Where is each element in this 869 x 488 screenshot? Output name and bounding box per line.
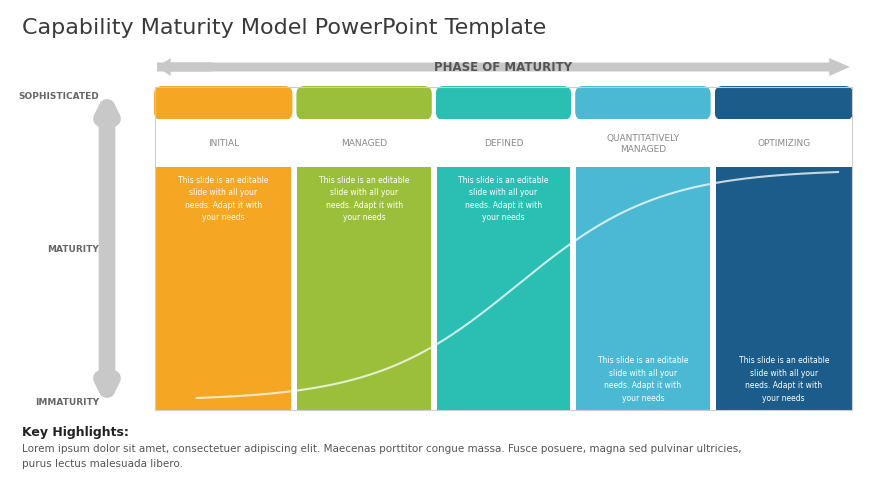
- FancyBboxPatch shape: [296, 87, 431, 121]
- Text: Lorem ipsum dolor sit amet, consectetuer adipiscing elit. Maecenas porttitor con: Lorem ipsum dolor sit amet, consectetuer…: [22, 443, 740, 468]
- Bar: [155, 88, 851, 410]
- Text: PHASE OF MATURITY: PHASE OF MATURITY: [434, 61, 572, 74]
- Bar: [715, 168, 851, 410]
- Bar: [297, 120, 430, 168]
- Text: This slide is an editable
slide with all your
needs. Adapt it with
your needs: This slide is an editable slide with all…: [458, 176, 548, 222]
- Text: Key Highlights:: Key Highlights:: [22, 425, 129, 438]
- Bar: [155, 120, 291, 168]
- FancyBboxPatch shape: [435, 87, 571, 121]
- Text: This slide is an editable
slide with all your
needs. Adapt it with
your needs: This slide is an editable slide with all…: [178, 176, 269, 222]
- Bar: [715, 120, 851, 168]
- Text: This slide is an editable
slide with all your
needs. Adapt it with
your needs: This slide is an editable slide with all…: [597, 356, 687, 402]
- Bar: [436, 120, 569, 168]
- Text: This slide is an editable
slide with all your
needs. Adapt it with
your needs: This slide is an editable slide with all…: [318, 176, 409, 222]
- Text: Capability Maturity Model PowerPoint Template: Capability Maturity Model PowerPoint Tem…: [22, 18, 546, 38]
- FancyBboxPatch shape: [713, 87, 852, 121]
- Text: INITIAL: INITIAL: [208, 139, 238, 148]
- Text: This slide is an editable
slide with all your
needs. Adapt it with
your needs: This slide is an editable slide with all…: [738, 356, 828, 402]
- Polygon shape: [156, 59, 212, 77]
- Bar: [155, 168, 291, 410]
- Text: QUANTITATIVELY
MANAGED: QUANTITATIVELY MANAGED: [606, 134, 679, 153]
- Text: OPTIMIZING: OPTIMIZING: [756, 139, 810, 148]
- FancyBboxPatch shape: [154, 87, 292, 121]
- Polygon shape: [156, 59, 849, 77]
- Text: MATURITY: MATURITY: [47, 244, 99, 253]
- Text: SOPHISTICATED: SOPHISTICATED: [18, 92, 99, 101]
- FancyBboxPatch shape: [574, 87, 710, 121]
- Bar: [436, 168, 569, 410]
- Text: MANAGED: MANAGED: [341, 139, 387, 148]
- Text: IMMATURITY: IMMATURITY: [35, 397, 99, 406]
- Bar: [297, 168, 430, 410]
- Bar: [575, 120, 709, 168]
- Bar: [575, 168, 709, 410]
- Text: DEFINED: DEFINED: [483, 139, 522, 148]
